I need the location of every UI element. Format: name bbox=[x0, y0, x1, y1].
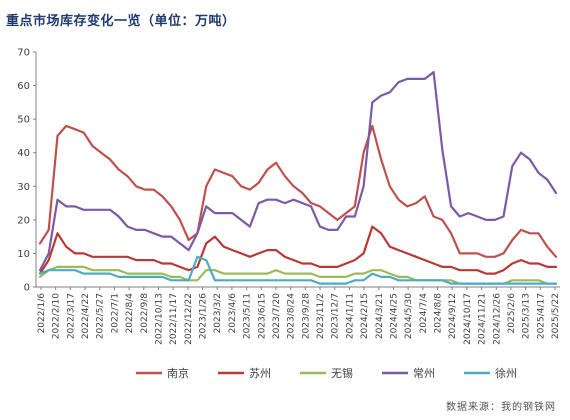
x-tick-label: 2024/11/21 bbox=[478, 293, 488, 345]
legend-label: 常州 bbox=[413, 367, 435, 380]
y-tick-label: 60 bbox=[17, 81, 30, 92]
x-tick-label: 2023/4/6 bbox=[228, 293, 238, 334]
x-tick-label: 2024/2/15 bbox=[360, 293, 370, 339]
x-tick-label: 2024/8/8 bbox=[434, 293, 444, 334]
x-tick-label: 2022/7/1 bbox=[110, 293, 120, 333]
x-tick-label: 2023/3/2 bbox=[213, 293, 223, 333]
series-line-南京 bbox=[38, 124, 558, 258]
series-line-徐州 bbox=[38, 255, 558, 285]
x-tick-label: 2023/5/11 bbox=[243, 293, 253, 339]
x-tick-label: 2025/4/17 bbox=[536, 293, 546, 339]
y-tick-label: 10 bbox=[17, 249, 30, 260]
chart-series-lines bbox=[38, 70, 558, 285]
legend-label: 苏州 bbox=[249, 367, 271, 380]
x-tick-label: 2024/10/17 bbox=[463, 293, 473, 345]
x-tick-label: 2023/7/20 bbox=[272, 293, 282, 339]
x-tick-label: 2022/10/13 bbox=[154, 293, 164, 345]
legend-label: 无锡 bbox=[331, 366, 353, 380]
x-tick-label: 2025/3/13 bbox=[522, 293, 532, 339]
x-tick-label: 2022/9/8 bbox=[140, 293, 150, 334]
y-tick-label: 0 bbox=[24, 283, 30, 294]
x-tick-label: 2025/2/6 bbox=[507, 293, 517, 334]
x-tick-label: 2024/9/12 bbox=[448, 293, 458, 339]
chart-axes: 0 10 20 30 40 50 60 70 2022/1/6 2022/2/10 2022/3/1… bbox=[17, 48, 561, 345]
legend-label: 南京 bbox=[167, 366, 189, 380]
x-tick-label: 2022/1/6 bbox=[37, 293, 47, 334]
x-tick-label: 2024/4/25 bbox=[389, 293, 399, 339]
x-tick-label: 2022/3/17 bbox=[66, 293, 76, 339]
x-tick-label: 2024/5/30 bbox=[404, 293, 414, 339]
x-tick-label: 2024/1/11 bbox=[345, 293, 355, 339]
y-tick-label: 30 bbox=[17, 182, 30, 193]
x-tick-label: 2025/5/22 bbox=[551, 293, 561, 339]
x-tick-label: 2024/7/4 bbox=[419, 293, 429, 334]
series-line-常州 bbox=[38, 70, 558, 272]
x-tick-label: 2022/12/22 bbox=[184, 293, 194, 345]
x-tick-label: 2023/11/2 bbox=[316, 293, 326, 339]
y-tick-label: 70 bbox=[17, 48, 30, 59]
x-tick-label: 2022/5/27 bbox=[96, 293, 106, 339]
x-tick-label: 2023/1/26 bbox=[199, 293, 209, 339]
x-tick-label: 2023/12/7 bbox=[331, 293, 341, 339]
x-tick-label: 2023/9/28 bbox=[301, 293, 311, 339]
y-tick-label: 20 bbox=[17, 215, 30, 226]
y-tick-label: 40 bbox=[17, 148, 30, 159]
x-tick-label: 2022/8/4 bbox=[125, 293, 135, 334]
series-line-苏州 bbox=[38, 225, 558, 275]
chart-title: 重点市场库存变化一览（单位：万吨） bbox=[6, 14, 236, 29]
x-tick-label: 2024/3/21 bbox=[375, 293, 385, 339]
data-source-note: 数据来源：我的钢铁网 bbox=[446, 402, 556, 413]
y-tick-label: 50 bbox=[17, 115, 30, 126]
x-tick-label: 2023/6/15 bbox=[257, 293, 267, 339]
legend-label: 徐州 bbox=[495, 366, 517, 380]
chart-legend: 南京 苏州 无锡 常州 徐州 bbox=[136, 366, 517, 380]
x-tick-label: 2023/8/24 bbox=[287, 293, 297, 339]
x-tick-label: 2022/4/22 bbox=[81, 293, 91, 339]
x-tick-label: 2022/11/17 bbox=[169, 293, 179, 345]
x-tick-label: 2022/2/10 bbox=[52, 293, 62, 339]
x-tick-label: 2024/12/26 bbox=[492, 293, 502, 345]
